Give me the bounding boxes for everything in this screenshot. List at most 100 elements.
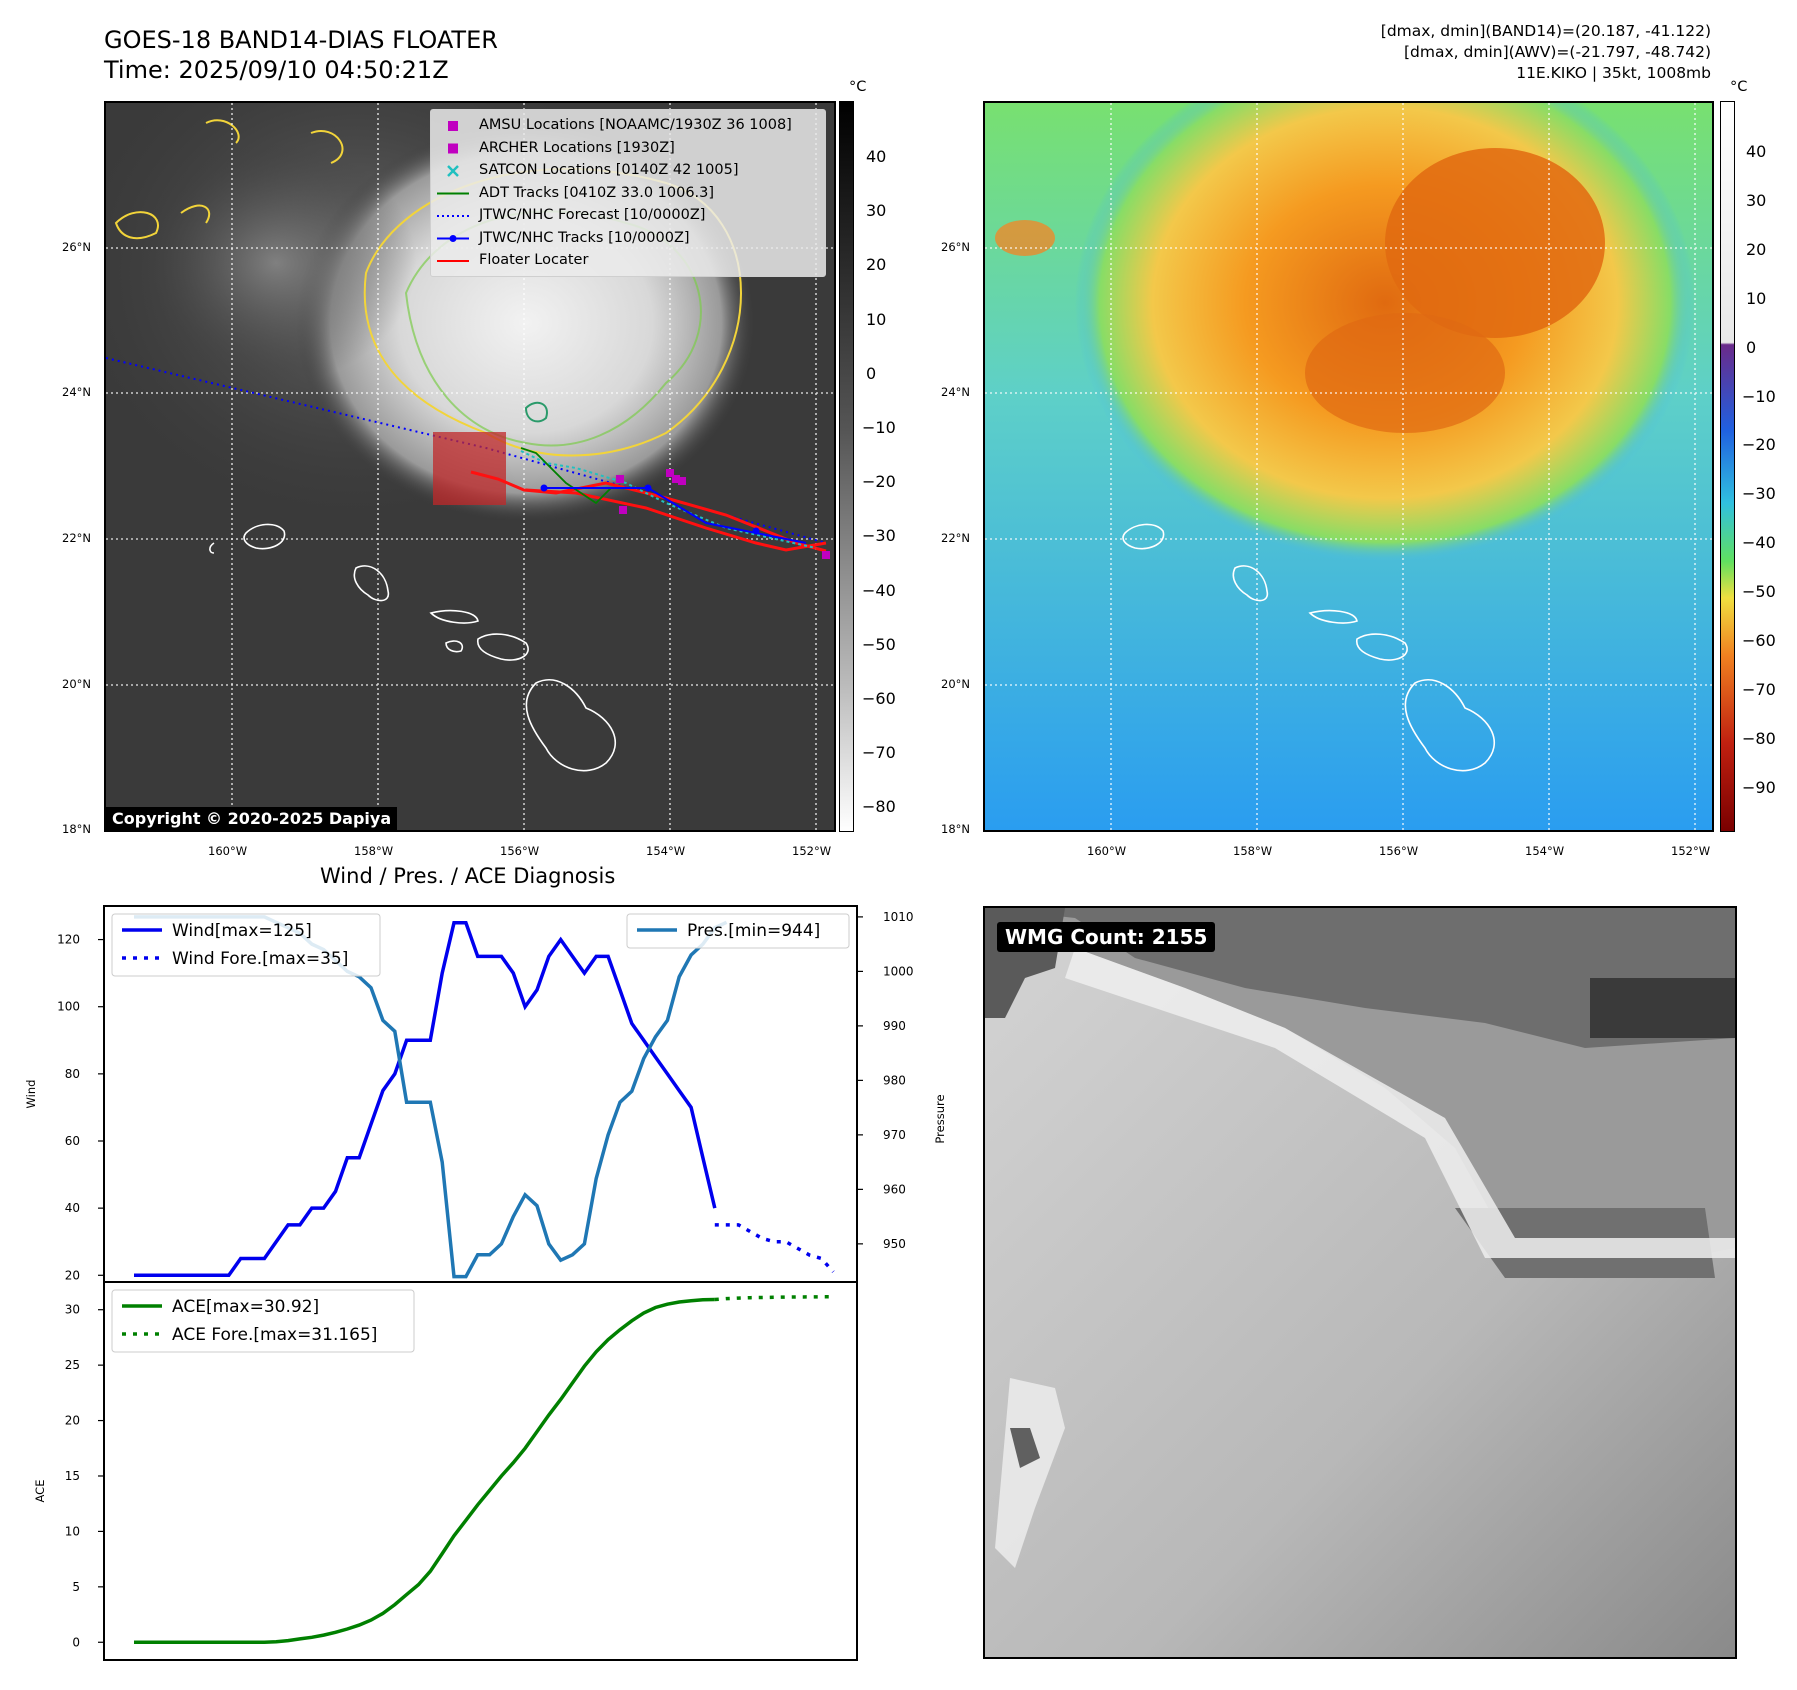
wmg-count-badge: WMG Count: 2155 [997,922,1216,952]
ir-colorbar-tick: 40 [866,147,887,166]
ir-colorbar-tick: −10 [862,418,896,437]
molokai-outline [429,609,479,624]
archer-markers [616,469,830,559]
ir-colorbar [839,101,854,832]
pressure-ytick: 950 [883,1237,906,1251]
ace-series-line [134,1297,715,1645]
lat-label: 26°N [941,240,970,254]
wmg-image-panel: WMG Count: 2155 [983,906,1737,1659]
ace-ytick: 25 [65,1358,80,1372]
ir-colorbar-tick: 10 [866,309,887,329]
awv-colorbar-tick: 40 [1746,142,1767,161]
wind-ytick: 40 [65,1201,80,1215]
lon-label: 158°W [354,844,394,858]
ace-ytick: 30 [65,1303,80,1317]
ace-ytick: 10 [65,1524,80,1538]
awv-colorbar-tick: −60 [1742,631,1776,650]
awv-colorbar [1720,101,1735,832]
copyright-label: Copyright © 2020-2025 Dapiya [106,807,398,830]
pressure-ytick: 990 [883,1019,906,1033]
awv-gridlines [985,103,1712,830]
floater-track [470,470,827,553]
ir-colorbar-unit: °C [849,79,867,95]
legend-square-icon [448,143,458,154]
wind-ytick: 60 [65,1134,80,1148]
lon-label: 158°W [1233,844,1273,858]
wind-legend [111,913,381,977]
awv-colorbar-tick: 20 [1746,239,1767,259]
ace-ytick: 5 [72,1580,80,1594]
awv-colorbar-tick: −30 [1742,484,1776,504]
legend-entry: Pres.[min=944] [687,921,820,941]
awv-map-graphic [985,103,1712,830]
legend-entry: Wind Fore.[max=35] [172,949,348,969]
lat-label: 22°N [62,531,91,545]
ir-colorbar-tick: −70 [862,743,896,763]
legend-entry: Floater Locater [479,252,589,268]
pressure-ytick: 1000 [883,964,914,978]
awv-range: [dmax, dmin](AWV)=(-21.797, -48.742) [1404,43,1711,61]
lon-label: 156°W [500,844,540,858]
awv-colorbar-tick: −50 [1742,582,1776,602]
big-island-outline [525,679,617,772]
ace-ytick: 15 [65,1469,80,1483]
ace-ytick: 20 [65,1414,80,1428]
wind-ytick: 120 [57,933,80,947]
lon-label: 156°W [1379,844,1419,858]
ir-colorbar-tick: 0 [866,363,877,383]
legend-entry: AMSU Locations [NOAAMC/1930Z 36 1008] [479,117,792,133]
awv-colorbar-tick: −80 [1742,728,1776,748]
legend-entry: ACE Fore.[max=31.165] [172,1325,377,1345]
legend-entry: SATCON Locations [0140Z 42 1005] [479,162,739,178]
lat-label: 24°N [941,385,970,399]
awv-colorbar-tick: 10 [1746,288,1767,308]
figure-title: GOES-18 BAND14-DIAS FLOATER [104,26,498,54]
ace-forecast-line [714,1295,834,1302]
ir-colorbar-tick: 30 [866,201,887,221]
legend-entry: Wind[max=125] [172,921,312,941]
awv-colorbar-tick: 30 [1746,190,1767,210]
pressure-ytick: 1010 [883,910,914,924]
ir-colorbar-tick: −60 [862,689,896,708]
track-legend: AMSU Locations [NOAAMC/1930Z 36 1008] ARC… [430,109,826,277]
diagnosis-chart-title: Wind / Pres. / ACE Diagnosis [320,864,616,888]
ace-axis-label: ACE [33,1480,47,1503]
ir-colorbar-tick: −50 [862,634,896,654]
lon-label: 152°W [1671,844,1711,858]
lon-label: 154°W [646,844,686,858]
wmg-graphic [985,908,1735,1657]
lat-label: 24°N [62,385,91,399]
pressure-ytick: 970 [883,1128,906,1142]
lon-label: 160°W [208,844,248,858]
awv-colorbar-tick: −90 [1742,777,1776,797]
awv-colorbar-tick: −70 [1742,679,1776,699]
ir-colorbar-tick: −80 [862,797,896,817]
wind-forecast-line [714,1223,835,1274]
pressure-legend [626,913,850,949]
ir-satellite-map: AMSU Locations [NOAAMC/1930Z 36 1008] ARC… [104,101,836,832]
lat-label: 20°N [941,677,970,691]
figure-time: Time: 2025/09/10 04:50:21Z [104,56,449,84]
lon-label: 154°W [1525,844,1565,858]
ir-colorbar-tick: −20 [862,472,896,492]
pressure-ytick: 980 [883,1073,906,1087]
pressure-axis-label: Pressure [933,1094,947,1143]
legend-x-icon [447,165,459,177]
diagnosis-chart: 20 40 60 80 100 120 0 5 10 15 20 25 30 950 960 970 980 99… [24,905,947,1661]
awv-colorbar-tick: −40 [1742,533,1776,553]
band14-range: [dmax, dmin](BAND14)=(20.187, -41.122) [1380,22,1711,40]
legend-entry: JTWC/NHC Forecast [10/0000Z] [479,207,706,223]
legend-entry: ARCHER Locations [1930Z] [479,139,675,156]
wind-ytick: 80 [65,1067,80,1081]
floater-box [433,432,506,505]
legend-square-icon [448,121,458,131]
awv-colorbar-tick: −10 [1742,386,1776,406]
awv-satellite-map [983,101,1714,832]
wind-ytick: 20 [65,1268,80,1282]
lon-label: 152°W [792,844,832,858]
ace-legend [111,1289,415,1353]
wind-series-line [134,921,717,1278]
wind-ytick: 100 [57,1000,80,1014]
pressure-ytick: 960 [883,1182,906,1196]
lon-label: 160°W [1087,844,1127,858]
